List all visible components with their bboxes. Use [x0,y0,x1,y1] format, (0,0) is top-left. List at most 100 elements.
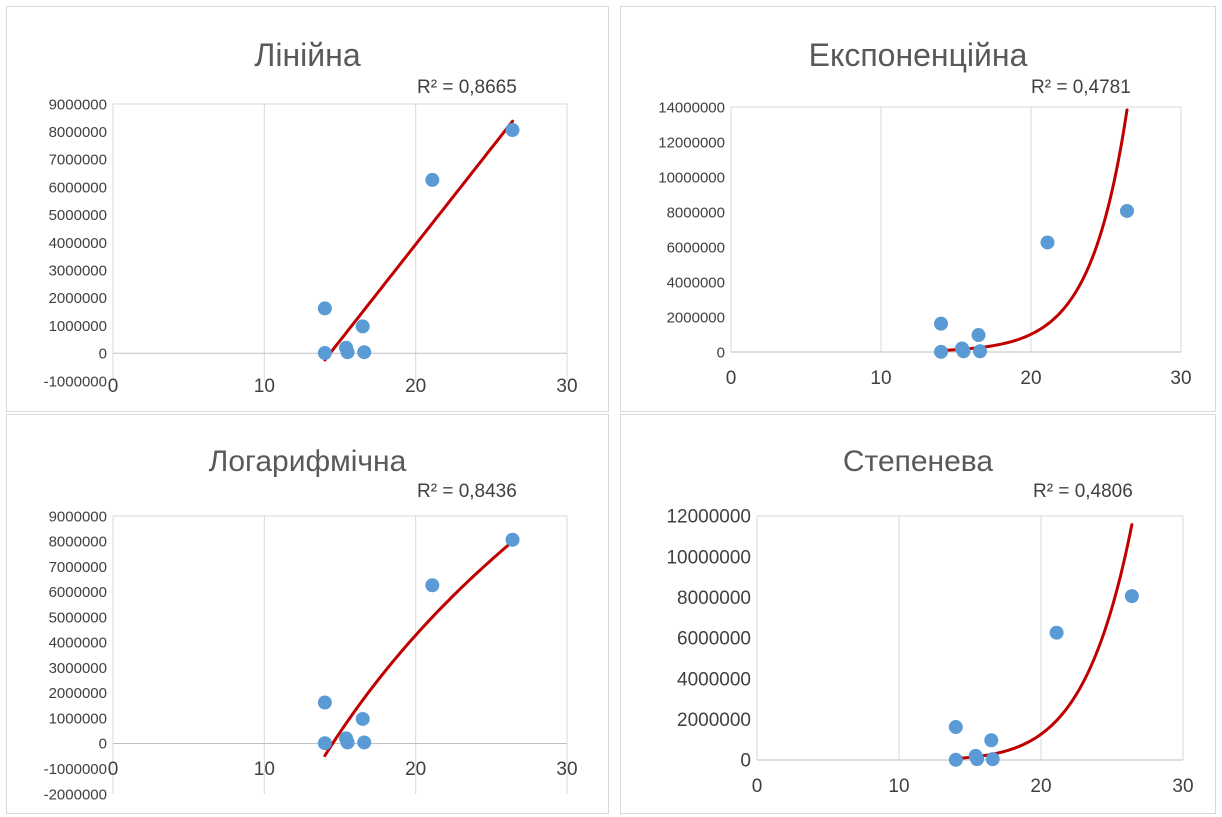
y-tick-label: 8000000 [667,204,725,221]
y-tick-label: 10000000 [658,169,725,186]
y-tick-label: 8000000 [49,534,107,551]
x-tick-label: 20 [1030,776,1051,797]
y-tick-label: 0 [99,346,107,363]
y-tick-label: 8000000 [677,588,751,609]
data-point [317,695,332,710]
data-point [355,711,370,726]
y-tick-label: 4000000 [667,274,725,291]
y-tick-label: 10000000 [666,547,751,568]
data-point [1124,589,1139,604]
data-point [956,344,971,359]
x-tick-label: 20 [405,759,426,780]
y-tick-label: 6000000 [49,584,107,601]
trendline [954,523,1134,760]
y-tick-label: 4000000 [677,669,751,690]
chart-panel-exponential: 14000000 12000000 10000000 8000000 6000000 40… [620,6,1216,412]
r-squared-label: R² = 0,8436 [417,481,517,502]
data-point [425,172,440,187]
data-point [357,735,372,750]
y-tick-label: 8000000 [49,124,107,141]
y-tick-label: 0 [740,751,751,772]
data-point [1049,625,1064,640]
data-point [357,345,372,360]
r-squared-label: R² = 0,4781 [1031,77,1131,98]
data-point [340,735,355,750]
x-tick-label: 30 [1172,776,1193,797]
data-point [317,736,332,751]
chart-title: Експоненційна [808,37,1028,73]
x-tick-label: 10 [888,776,909,797]
data-point [984,733,999,748]
y-tick-label: 7000000 [49,152,107,169]
y-tick-label: -2000000 [44,786,107,803]
y-tick-label: 5000000 [49,609,107,626]
chart-title: Лінійна [254,37,361,73]
chart-panel-linear: 9000000 8000000 7000000 6000000 5000000 40000… [6,6,609,412]
chart-title: Степенева [842,445,994,478]
y-tick-label: 3000000 [49,660,107,677]
y-tick-label: 4000000 [49,235,107,252]
data-point [971,328,986,343]
y-tick-label: 2000000 [677,710,751,731]
trendline [323,540,515,758]
x-tick-label: 0 [752,776,763,797]
data-point [970,752,985,767]
y-tick-label: 12000000 [658,134,725,151]
y-tick-label: 0 [717,344,725,361]
chart-svg-linear: 9000000 8000000 7000000 6000000 5000000 40000… [44,96,578,397]
y-tick-label: 0 [99,736,107,753]
chart-svg-power: 1200000010000000800000060000004000000200… [666,507,1193,797]
x-tick-label: 30 [1170,368,1191,389]
x-tick-label: 0 [726,368,737,389]
trendline [939,108,1129,352]
y-tick-label: 9000000 [49,96,107,113]
data-point [317,301,332,316]
x-tick-label: 30 [556,376,577,397]
x-tick-label: 10 [254,376,275,397]
data-point [1040,235,1055,250]
y-tick-label: 2000000 [49,685,107,702]
y-tick-label: 14000000 [658,99,725,116]
y-tick-label: 12000000 [666,507,751,528]
trendline [323,119,515,362]
y-tick-label: 6000000 [677,629,751,650]
y-tick-label: 1000000 [49,710,107,727]
y-tick-label: 2000000 [49,290,107,307]
data-point [1120,203,1134,218]
data-point [934,344,948,359]
data-point [355,319,370,334]
data-point [948,752,963,767]
data-point [505,532,520,547]
x-tick-label: 0 [108,376,119,397]
y-tick-label: -1000000 [44,761,107,778]
y-tick-label: 7000000 [49,559,107,576]
data-point [340,345,355,360]
chart-svg-exponential: 14000000 12000000 10000000 8000000 6000000 40… [658,99,1191,389]
data-point [317,346,332,361]
x-tick-label: 30 [556,759,577,780]
y-tick-label: 2000000 [667,309,725,326]
y-tick-label: 3000000 [49,262,107,279]
chart-panel-logarithmic: 9000000 8000000 7000000 6000000 5000000 40000… [6,414,609,814]
data-point [505,123,520,138]
r-squared-label: R² = 0,4806 [1033,481,1133,502]
chart-svg-logarithmic: 9000000 8000000 7000000 6000000 5000000 40000… [44,508,578,803]
y-tick-label: 5000000 [49,207,107,224]
data-point [425,578,440,593]
y-tick-label: 4000000 [49,635,107,652]
x-tick-label: 0 [108,759,119,780]
x-tick-label: 10 [254,759,275,780]
data-point [985,752,1000,767]
r-squared-label: R² = 0,8665 [417,77,517,98]
x-tick-label: 10 [870,368,891,389]
chart-panel-power: 12000000 10000000 8000000 6000000 4000000 200… [620,414,1216,814]
chart-title: Логарифмічна [208,445,407,478]
data-point [948,720,963,735]
data-point [934,316,948,331]
y-tick-label: 9000000 [49,508,107,525]
y-tick-label: 6000000 [49,179,107,196]
y-tick-label: -1000000 [44,373,107,390]
x-tick-label: 20 [1020,368,1041,389]
y-tick-label: 6000000 [667,239,725,256]
y-tick-label: 1000000 [49,318,107,335]
